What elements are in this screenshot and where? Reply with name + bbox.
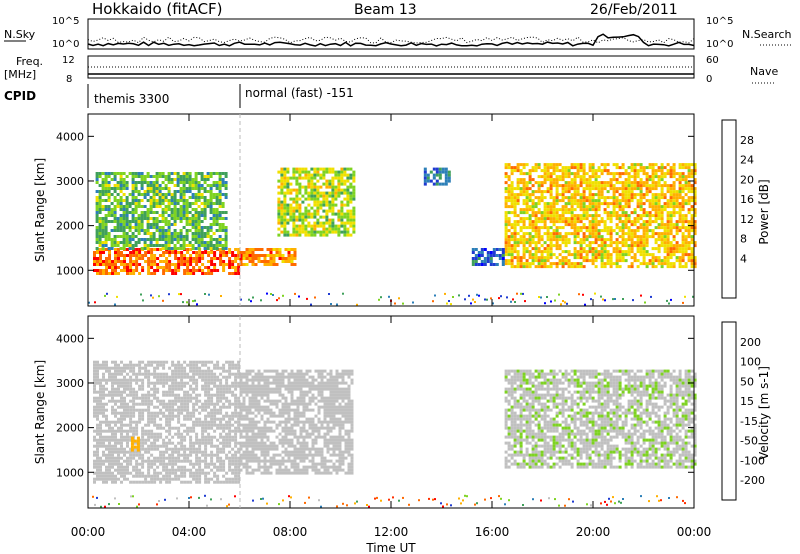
nave-tick-top: 60: [706, 55, 719, 66]
velocity-colorbar-label: Velocity [m s-1]: [757, 366, 771, 460]
velocity-panel: 1000 2000 3000 4000 Slant Range [km] 200 100…: [33, 315, 771, 509]
nsearch-label: N.Search: [742, 28, 792, 41]
velocity-colorbar-tick-2: 50: [740, 375, 754, 388]
power-heatmap: [88, 163, 697, 306]
power-region-3: [277, 167, 356, 237]
velocity-heatmap: [92, 360, 697, 508]
cpid-label: CPID: [4, 89, 36, 103]
power-ytick-label-1: 2000: [56, 220, 84, 233]
velocity-ytick-label-0: 1000: [56, 466, 84, 479]
velocity-ytick-label-2: 3000: [56, 377, 84, 390]
power-colorbar-label: Power [dB]: [757, 179, 771, 244]
power-colorbar-tick-0: 28: [740, 134, 754, 147]
power-panel: 1000 2000 3000 4000 Slant Range [km] 28 24 20…: [33, 113, 771, 307]
x-tick-label-5: 20:00: [576, 525, 611, 539]
station-title: Hokkaido (fitACF): [92, 0, 223, 18]
x-tick-label-0: 00:00: [71, 525, 106, 539]
freq-panel: Freq. [MHz] 12 8 60 0 Nave: [4, 55, 778, 85]
velocity-region-1: [239, 369, 354, 475]
power-region-2: [95, 172, 228, 250]
nsky-line: [87, 33, 695, 47]
velocity-colorbar: 200 100 50 15 -15 -50 -100 -200: [721, 321, 765, 501]
velocity-colorbar-tick-4: -15: [740, 415, 758, 428]
velocity-colorbar-tick-0: 200: [740, 336, 761, 349]
date-title: 26/Feb/2011: [590, 2, 678, 18]
power-ytick-label-2: 3000: [56, 175, 84, 188]
nsky-tick-top: 10^5: [52, 16, 79, 27]
velocity-colorbar-tick-1: 100: [740, 356, 761, 369]
x-tick-label-2: 08:00: [273, 525, 308, 539]
power-colorbar-tick-5: 8: [740, 233, 747, 246]
power-region-1: [239, 248, 297, 266]
power-region-4: [504, 163, 697, 269]
nave-tick-bottom: 0: [706, 74, 712, 85]
power-region-0: [93, 248, 241, 275]
power-ytick-label-0: 1000: [56, 264, 84, 277]
velocity-region-3: [130, 436, 140, 452]
nsky-panel: N.Sky 10^5 10^0 10^5 10^0 N.Search: [4, 16, 792, 50]
freq-label: Freq.: [16, 55, 43, 68]
power-colorbar-tick-6: 4: [740, 252, 747, 265]
nsearch-line: [87, 36, 695, 44]
velocity-region-2: [504, 369, 697, 469]
velocity-ytick-label-3: 4000: [56, 332, 84, 345]
cpid-row: CPID themis 3300 normal (fast) -151: [4, 84, 354, 108]
velocity-colorbar-tick-5: -50: [740, 435, 758, 448]
velocity-colorbar-tick-6: -100: [740, 454, 765, 467]
power-ytick-label-3: 4000: [56, 130, 84, 143]
velocity-colorbar-tick-7: -200: [740, 474, 765, 487]
cpid-mode-1: themis 3300: [94, 92, 169, 106]
power-colorbar-tick-1: 24: [740, 154, 754, 167]
power-region-6: [471, 248, 505, 266]
velocity-region-0: [93, 360, 241, 484]
beam-title: Beam 13: [354, 2, 417, 18]
power-colorbar-tick-4: 12: [740, 213, 754, 226]
power-colorbar-tick-3: 16: [740, 193, 754, 206]
freq-tick-bottom: 8: [66, 74, 72, 85]
freq-unit: [MHz]: [4, 68, 36, 81]
cpid-mode-2: normal (fast) -151: [245, 86, 354, 100]
power-colorbar: 28 24 20 16 12 8 4: [721, 119, 754, 299]
power-colorbar-tick-2: 20: [740, 173, 754, 186]
nsearch-tick-top: 10^5: [706, 16, 733, 27]
velocity-ytick-label-1: 2000: [56, 422, 84, 435]
nsearch-tick-bottom: 10^0: [706, 39, 733, 50]
nave-label: Nave: [750, 65, 778, 78]
x-tick-label-4: 16:00: [475, 525, 510, 539]
freq-tick-top: 12: [62, 55, 75, 66]
x-tick-label-3: 12:00: [374, 525, 409, 539]
time-axis: 00:00 04:00 08:00 12:00 16:00 20:00 00:00: [71, 114, 712, 539]
x-tick-label-1: 04:00: [172, 525, 207, 539]
power-region-5: [423, 167, 451, 186]
velocity-near-range-noise: [92, 494, 686, 508]
x-axis-label: Time UT: [365, 541, 416, 554]
power-ylabel: Slant Range [km]: [33, 158, 47, 262]
x-tick-label-6: 00:00: [677, 525, 712, 539]
velocity-ylabel: Slant Range [km]: [33, 360, 47, 464]
nsky-tick-bottom: 10^0: [52, 39, 79, 50]
velocity-colorbar-tick-3: 15: [740, 395, 754, 408]
nsky-label: N.Sky: [4, 28, 36, 41]
